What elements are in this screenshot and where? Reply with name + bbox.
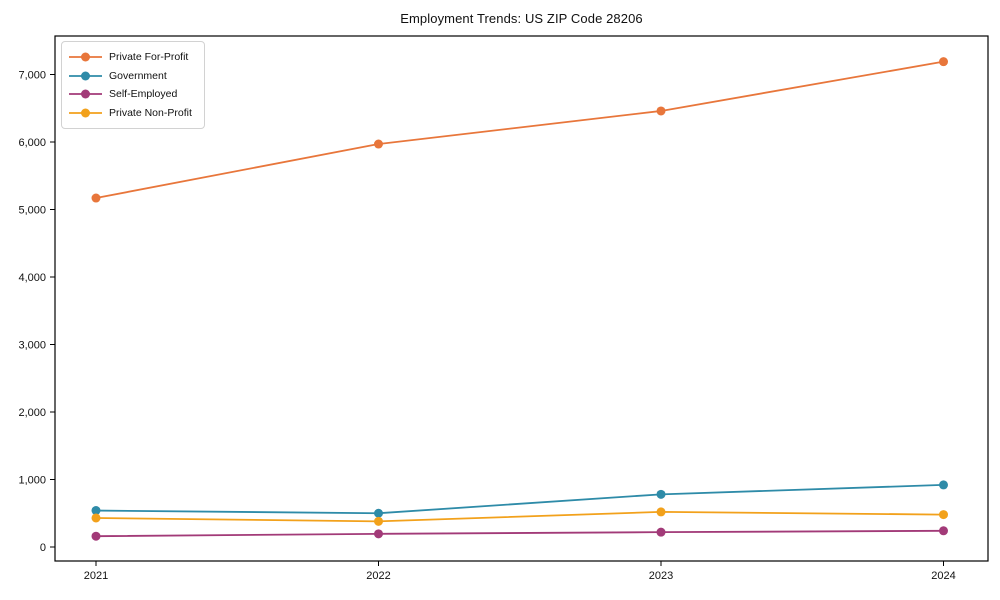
chart-legend: Private For-Profit Government Self-Employe…: [61, 41, 205, 129]
y-tick-label: 4,000: [18, 272, 46, 284]
data-point-private-for-profit: [939, 57, 948, 67]
series-line-private-non-profit: [95, 510, 944, 523]
legend-item-private-non-profit: Private Non-Profit: [69, 104, 192, 123]
y-tick-label: 5,000: [18, 204, 46, 216]
data-point-self-employed: [939, 526, 948, 536]
legend-item-label: Government: [109, 69, 167, 82]
legend-line-dot-icon: [69, 71, 102, 81]
legend-item-label: Self-Employed: [109, 88, 178, 101]
y-tick-label: 7,000: [18, 69, 46, 81]
y-tick-label: 3,000: [18, 339, 46, 351]
data-point-self-employed: [374, 529, 383, 539]
legend-line-dot-icon: [69, 52, 102, 62]
data-point-private-for-profit: [91, 193, 101, 203]
legend-item-private-for-profit: Private For-Profit: [69, 48, 192, 67]
data-point-private-for-profit: [374, 139, 383, 149]
legend-item-government: Government: [69, 67, 192, 86]
x-tick-label: 2023: [649, 570, 673, 582]
data-point-private-non-profit: [656, 507, 666, 517]
legend-line-dot-icon: [69, 108, 102, 118]
data-point-private-non-profit: [91, 513, 101, 523]
data-point-self-employed: [91, 531, 101, 541]
y-tick-label: 1,000: [18, 474, 46, 486]
x-tick-label: 2021: [84, 570, 108, 582]
data-point-private-for-profit: [656, 106, 666, 116]
data-point-private-non-profit: [939, 510, 948, 520]
data-point-government: [91, 506, 101, 516]
data-point-government: [374, 508, 383, 518]
data-point-government: [939, 480, 948, 490]
x-tick-label: 2022: [366, 570, 390, 582]
y-tick-label: 0: [40, 542, 46, 554]
y-tick-label: 2,000: [18, 407, 46, 419]
data-point-government: [656, 489, 666, 499]
series-line-government: [95, 484, 944, 515]
y-tick-label: 6,000: [18, 137, 46, 149]
data-point-private-non-profit: [374, 516, 383, 526]
chart-title: Employment Trends: US ZIP Code 28206: [400, 11, 643, 26]
plot-frame: [54, 35, 989, 562]
legend-item-label: Private For-Profit: [109, 51, 189, 64]
legend-item-self-employed: Self-Employed: [69, 85, 192, 104]
data-point-self-employed: [656, 527, 666, 537]
legend-item-label: Private Non-Profit: [109, 106, 192, 119]
x-tick-label: 2024: [931, 570, 955, 582]
series-line-self-employed: [95, 529, 944, 538]
series-line-private-for-profit: [95, 60, 944, 199]
legend-line-dot-icon: [69, 89, 102, 99]
